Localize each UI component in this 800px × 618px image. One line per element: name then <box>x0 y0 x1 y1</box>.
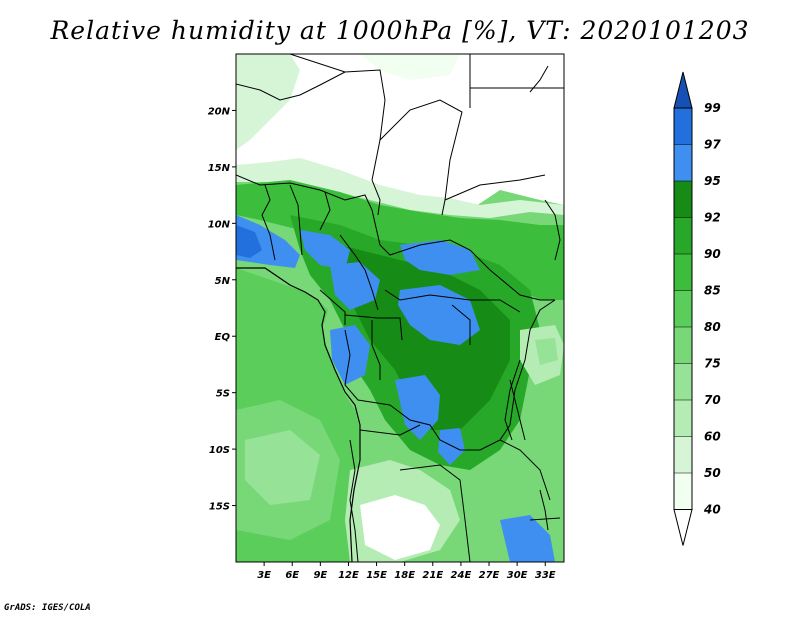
colorbar-bin <box>674 181 692 218</box>
lon-tick-label: 30E <box>507 570 528 581</box>
sahel-light-band <box>236 158 564 218</box>
lat-tick-label: 5S <box>216 389 230 400</box>
red-sea-coast <box>529 65 549 93</box>
colorbar-label: 70 <box>704 393 721 407</box>
lat-tick-label: 5N <box>215 276 231 287</box>
lat-tick-label: 15N <box>208 163 231 174</box>
colorbar-label: 50 <box>704 466 721 480</box>
lon-tick-label: 12E <box>338 570 359 581</box>
colorbar-bin <box>674 473 692 510</box>
colorbar-label: 40 <box>703 503 721 517</box>
lon-tick-label: 3E <box>257 570 271 581</box>
colorbar-label: 95 <box>704 174 721 188</box>
lon-tick-label: 9E <box>313 570 327 581</box>
colorbar-label: 75 <box>704 357 721 371</box>
lon-tick-label: 6E <box>285 570 299 581</box>
colorbar-bin <box>674 144 692 181</box>
colorbar-label: 60 <box>704 430 721 444</box>
lon-tick-label: 15E <box>366 570 387 581</box>
central-humid-patch <box>330 262 380 310</box>
coastline <box>236 267 361 562</box>
map-title: Relative humidity at 1000hPa [%], VT: 20… <box>50 16 750 45</box>
ocean-moist-patch <box>245 430 320 505</box>
northwest-moist-strip <box>236 54 300 150</box>
colorbar-bin <box>674 363 692 400</box>
colorbar-bin <box>674 400 692 437</box>
country-borders <box>236 54 564 562</box>
lon-tick-label: 21E <box>422 570 443 581</box>
lake-tanganyika <box>509 379 526 441</box>
lat-tick-label: 10S <box>209 445 230 456</box>
colorbar-bin <box>674 108 692 145</box>
colorbar-bottom-arrow <box>673 509 693 546</box>
colorbar: 99 97 95 92 90 85 80 75 70 60 50 40 <box>673 71 721 546</box>
lat-tick-label: EQ <box>215 332 231 343</box>
colorbar-label: 85 <box>704 284 721 298</box>
lat-tick-label: 15S <box>209 502 230 513</box>
grads-credit: GrADS: IGES/COLA <box>4 603 91 613</box>
colorbar-bin <box>674 217 692 254</box>
lon-tick-label: 24E <box>451 570 472 581</box>
southeast-humid-patch <box>500 515 555 562</box>
lat-tick-label: 10N <box>208 219 231 230</box>
car-humid-patch <box>400 240 480 275</box>
colorbar-label: 97 <box>704 138 721 152</box>
colorbar-bin <box>674 254 692 291</box>
angola-dry-zone <box>360 495 440 560</box>
latitude-axis: 20N 15N 10N 5N EQ 5S 10S 15S <box>208 106 236 513</box>
west-dark-blue-patch <box>236 225 262 258</box>
colorbar-label: 80 <box>704 320 721 334</box>
colorbar-label: 92 <box>704 211 721 225</box>
lat-tick-label: 20N <box>208 106 231 117</box>
colorbar-label: 99 <box>704 101 721 115</box>
colorbar-bin <box>674 436 692 473</box>
congo-south-humid-patch <box>395 375 440 440</box>
lon-tick-label: 27E <box>479 570 500 581</box>
drc-humid-patch <box>438 428 465 465</box>
longitude-axis: 3E 6E 9E 12E 15E 18E 21E 24E 27E 30E 33E <box>257 562 556 581</box>
lake-malawi <box>539 489 549 531</box>
north-center-light-patch <box>360 54 460 80</box>
congo-north-humid-patch <box>398 285 480 345</box>
lon-tick-label: 33E <box>535 570 556 581</box>
lake-victoria-patch <box>535 338 558 365</box>
lon-tick-label: 18E <box>394 570 415 581</box>
map-area <box>236 54 564 562</box>
colorbar-label: 90 <box>704 247 721 261</box>
cameroon-humid-patch <box>300 230 350 270</box>
colorbar-bin <box>674 290 692 327</box>
colorbar-top-arrow <box>673 71 693 109</box>
colorbar-bin <box>674 327 692 364</box>
map-frame <box>235 53 565 563</box>
